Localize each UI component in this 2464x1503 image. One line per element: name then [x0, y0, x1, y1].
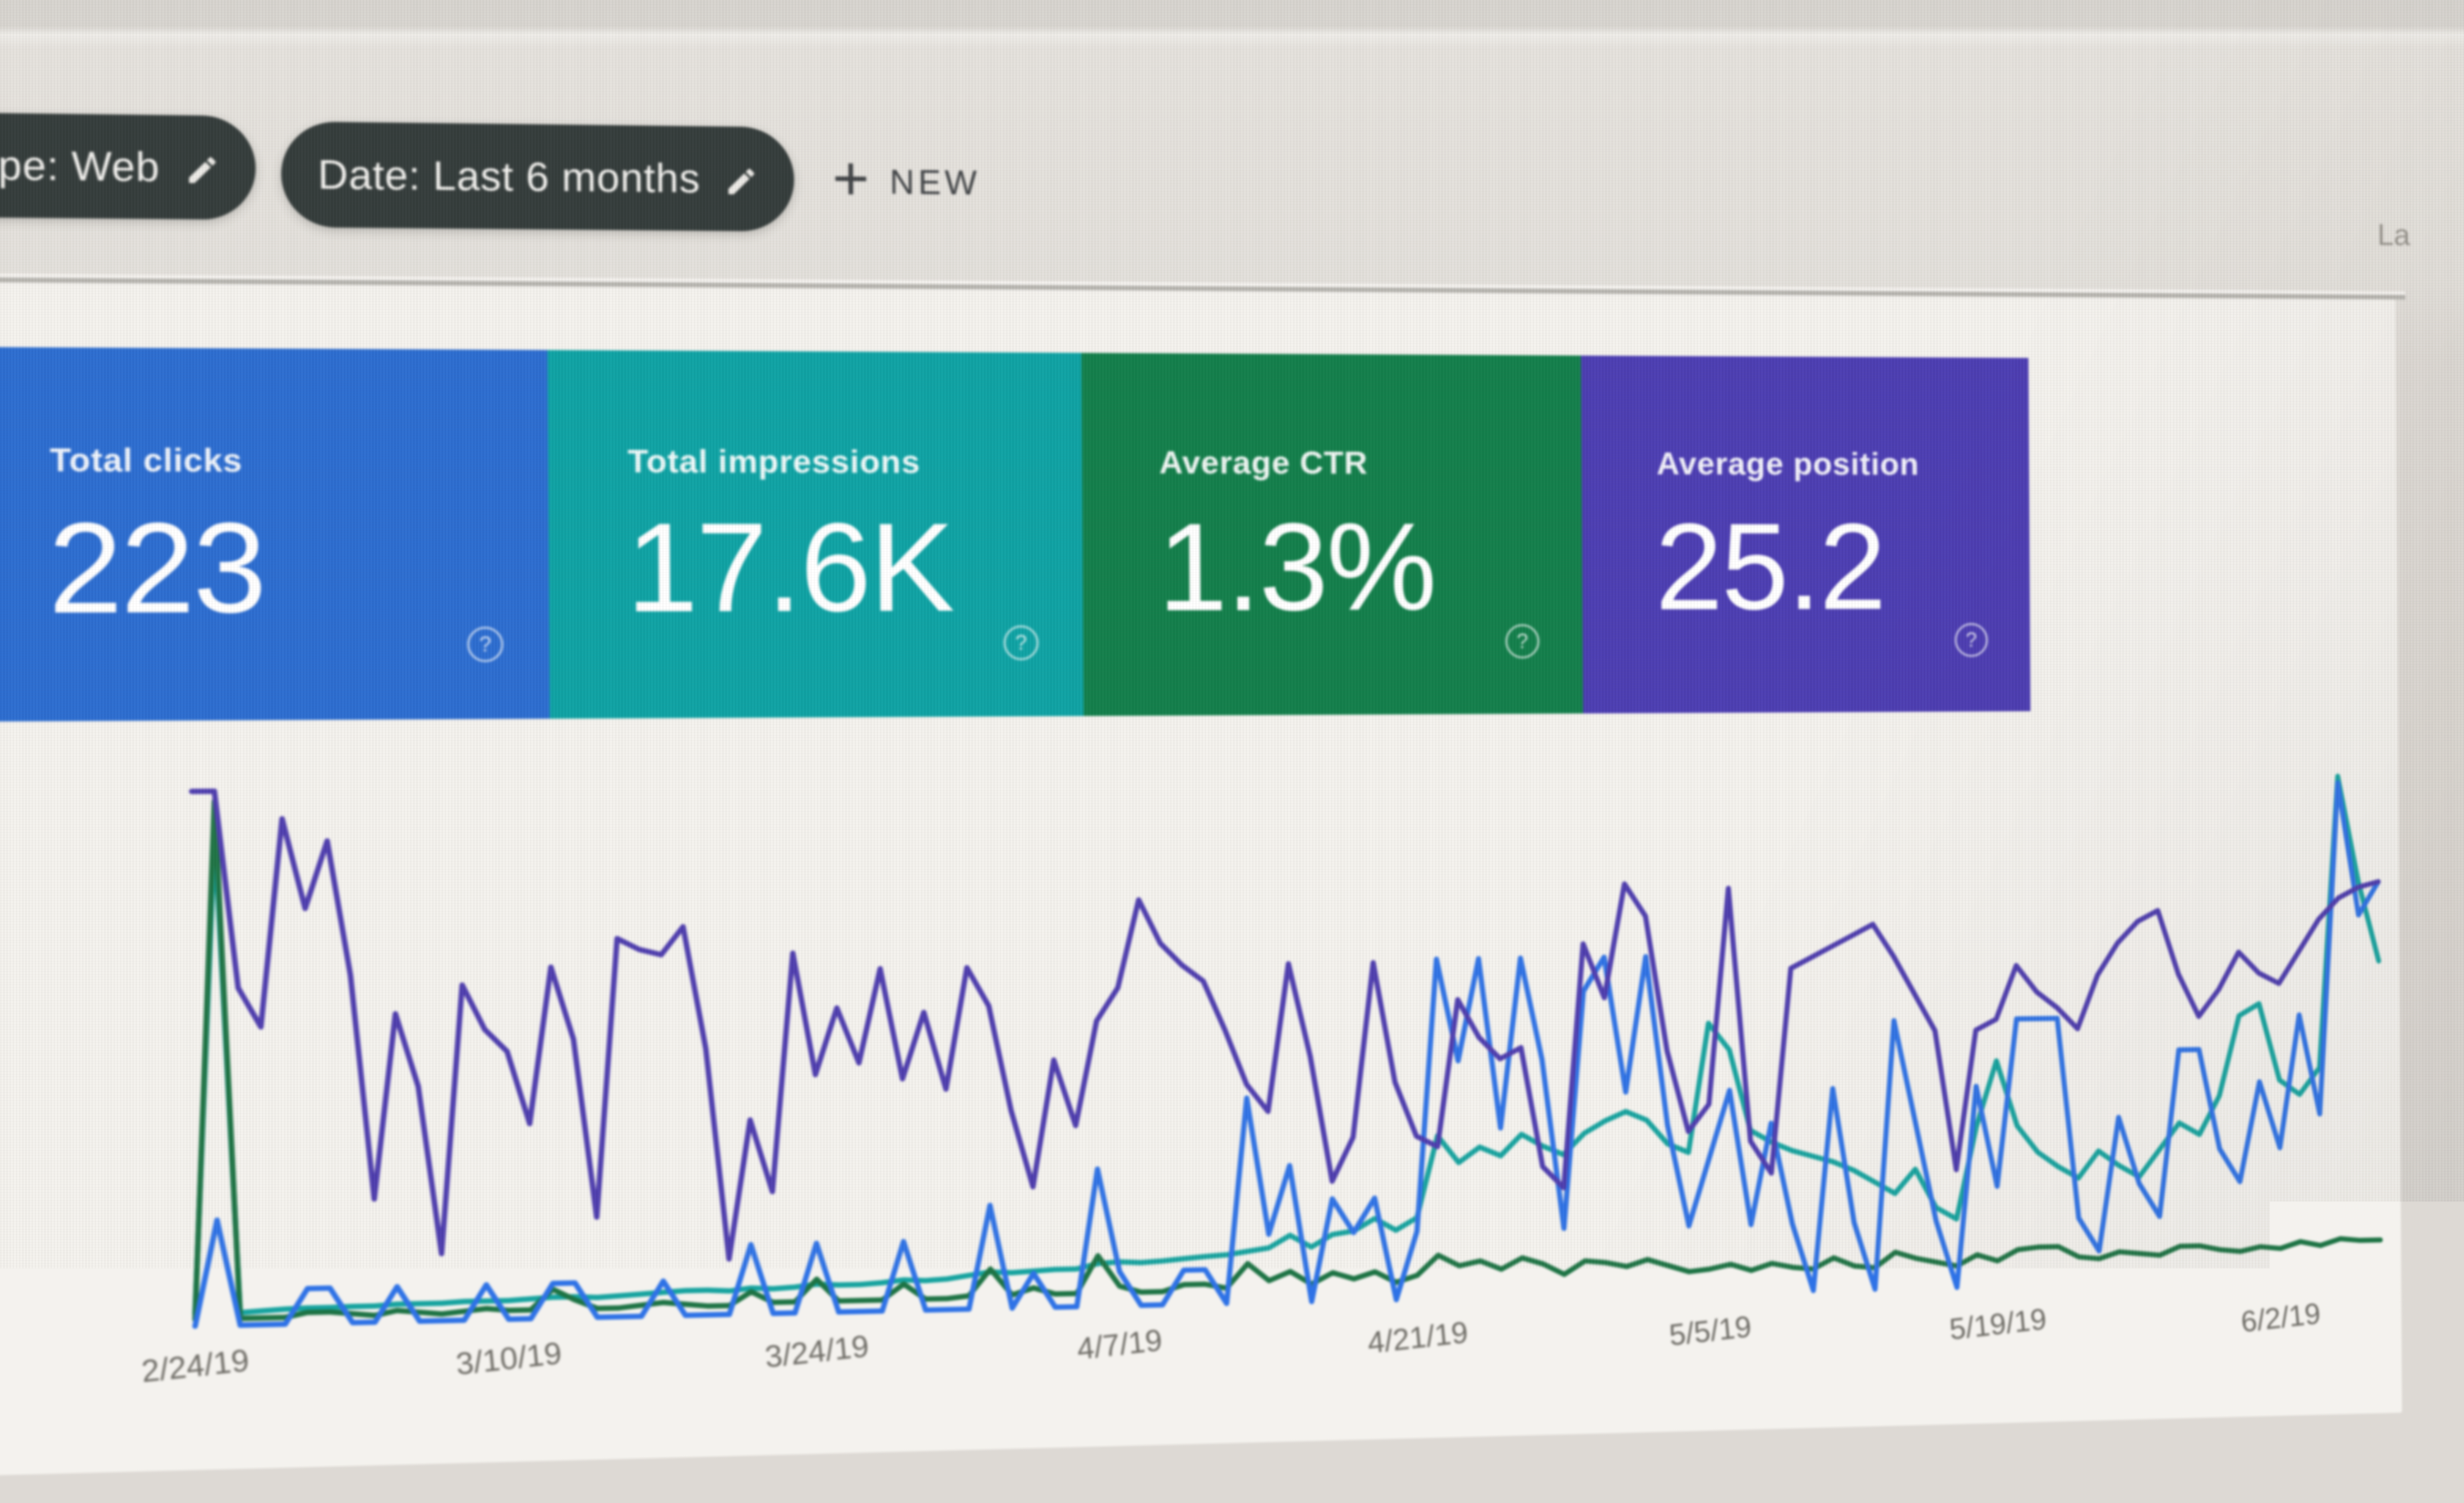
card-label: Average CTR: [1159, 444, 1368, 482]
plus-icon: +: [832, 147, 869, 210]
card-value: 1.3%: [1157, 502, 1435, 633]
date-range-chip-label: Date: Last 6 months: [317, 151, 700, 202]
edit-pencil-icon[interactable]: [184, 150, 220, 185]
new-filter-button[interactable]: + NEW: [832, 136, 981, 228]
help-icon[interactable]: ?: [1003, 625, 1039, 661]
x-tick-label: 5/19/19: [1911, 1298, 2084, 1351]
help-icon[interactable]: ?: [1955, 623, 1988, 657]
search-console-screen: type: Web Date: Last 6 months + NEW La T…: [0, 0, 2425, 1503]
x-tick-label: 3/10/19: [414, 1331, 603, 1386]
x-tick-label: 2/24/19: [99, 1338, 291, 1394]
x-tick-label: 5/5/19: [1622, 1304, 1798, 1358]
card-label: Total impressions: [628, 442, 920, 481]
card-value: 17.6K: [625, 501, 953, 635]
x-tick-label: 4/7/19: [1029, 1317, 1211, 1372]
edit-pencil-icon[interactable]: [724, 162, 758, 197]
series-line-impressions: [192, 776, 2380, 1314]
average-ctr-card[interactable]: Average CTR 1.3% ?: [1081, 353, 1583, 716]
card-label: Total clicks: [50, 441, 243, 480]
total-clicks-card[interactable]: Total clicks 223 ?: [0, 347, 550, 722]
metric-cards-row: Total clicks 223 ? Total impressions 17.…: [0, 347, 2030, 722]
monitor-photo: type: Web Date: Last 6 months + NEW La T…: [0, 0, 2464, 1503]
series-line-position: [192, 776, 2380, 1270]
total-impressions-card[interactable]: Total impressions 17.6K ?: [548, 350, 1084, 719]
x-tick-label: 4/21/19: [1328, 1311, 1507, 1365]
card-value: 223: [48, 501, 265, 636]
performance-chart-svg[interactable]: [169, 744, 2400, 1332]
search-type-chip[interactable]: type: Web: [0, 111, 256, 220]
search-type-chip-label: type: Web: [0, 141, 160, 191]
performance-report: Total clicks 223 ? Total impressions 17.…: [0, 282, 2402, 1476]
average-position-card[interactable]: Average position 25.2 ?: [1581, 356, 2030, 714]
x-tick-label: 6/2/19: [2195, 1291, 2366, 1344]
last-updated-fragment: La: [2377, 217, 2410, 252]
card-value: 25.2: [1655, 502, 1885, 632]
new-filter-button-label: NEW: [889, 162, 981, 202]
x-tick-label: 3/24/19: [724, 1324, 910, 1379]
date-range-chip[interactable]: Date: Last 6 months: [281, 121, 794, 232]
card-label: Average position: [1657, 445, 1919, 482]
help-icon[interactable]: ?: [1505, 624, 1539, 659]
help-icon[interactable]: ?: [467, 626, 504, 662]
